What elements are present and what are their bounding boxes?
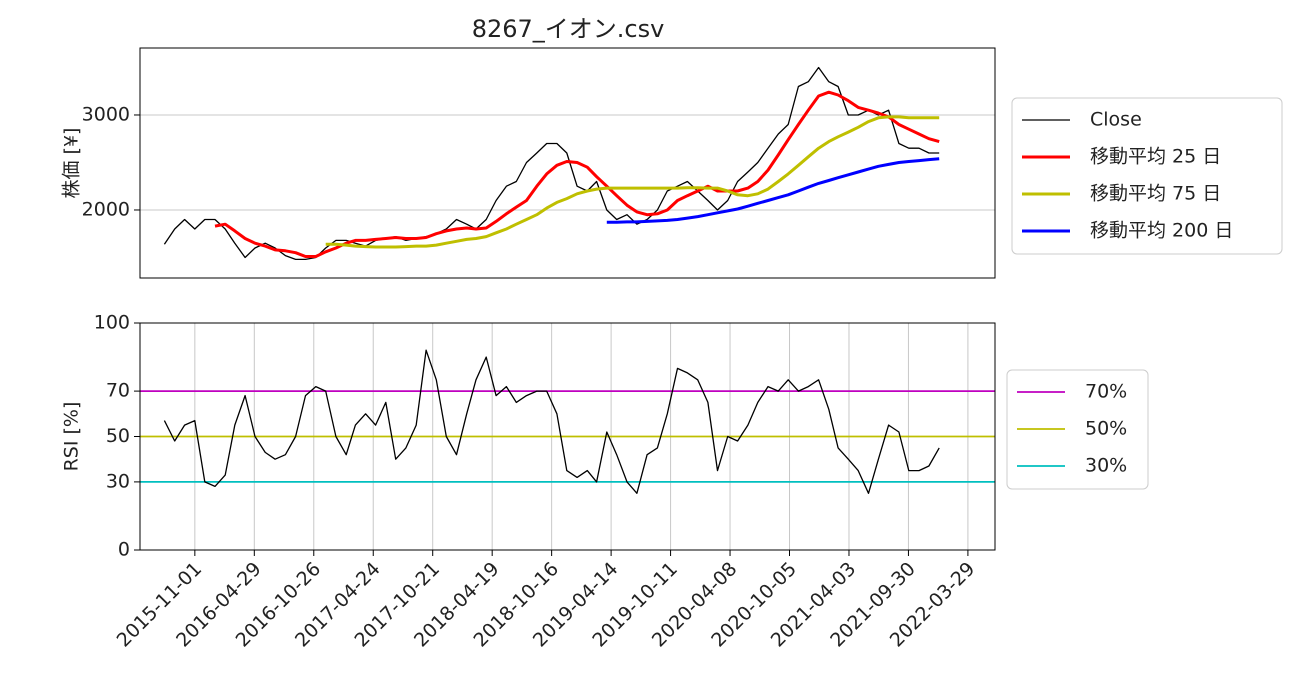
axes-frame (139, 47, 996, 279)
y-axis-label: RSI [%] (61, 402, 83, 472)
y-tick-label: 70 (106, 380, 130, 402)
legend-label: 30% (1085, 455, 1127, 477)
y-tick-label: 3000 (82, 103, 130, 125)
axes-frame (139, 322, 996, 551)
legend-box (1006, 369, 1149, 490)
series-line (606, 157, 940, 224)
legend-box (1011, 97, 1283, 255)
y-tick-label: 50 (106, 425, 130, 447)
y-tick-label: 30 (106, 470, 130, 492)
legend-label: Close (1090, 109, 1142, 131)
y-tick-label: 2000 (82, 198, 130, 220)
y-tick-label: 100 (94, 312, 130, 334)
legend-label: 50% (1085, 418, 1127, 440)
series-line (163, 349, 940, 494)
legend-label: 70% (1085, 381, 1127, 403)
y-axis-label: 株価 [¥] (61, 128, 83, 199)
legend-label: 移動平均 200 日 (1090, 220, 1233, 242)
series-line (325, 115, 940, 249)
legend-label: 移動平均 25 日 (1090, 146, 1221, 168)
series-line (163, 66, 940, 261)
series-line (214, 90, 940, 258)
chart-title: 8267_イオン.csv (472, 15, 665, 43)
y-tick-label: 0 (118, 539, 130, 561)
legend-label: 移動平均 75 日 (1090, 183, 1221, 205)
